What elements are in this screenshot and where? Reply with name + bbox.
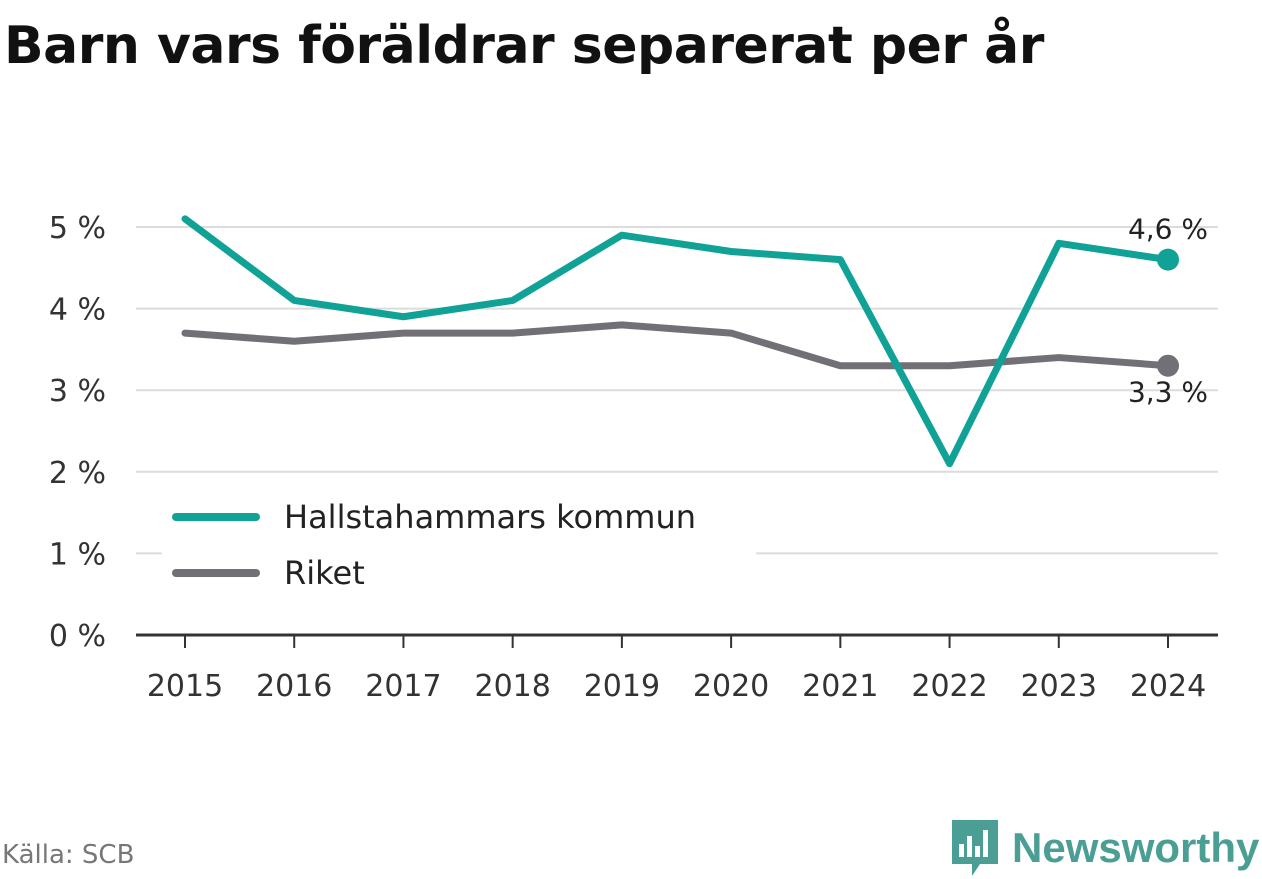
- y-tick-label: 2 %: [49, 456, 106, 491]
- end-point-marker: [1157, 354, 1179, 377]
- y-tick-label: 0 %: [49, 619, 106, 654]
- end-value-label: 4,6 %: [1128, 213, 1208, 246]
- x-tick-label: 2024: [1130, 669, 1206, 704]
- chart-title: Barn vars föräldrar separerat per år: [4, 16, 1044, 76]
- y-tick-label: 4 %: [49, 293, 106, 328]
- legend-background: [162, 488, 756, 610]
- end-value-label: 3,3 %: [1128, 376, 1208, 409]
- end-point-marker: [1157, 248, 1179, 271]
- newsworthy-logo-icon: [952, 820, 998, 876]
- legend-label: Hallstahammars kommun: [284, 498, 696, 536]
- x-tick-label: 2020: [693, 669, 769, 704]
- x-tick-label: 2019: [584, 669, 660, 704]
- series-line-riket: [181, 321, 1172, 370]
- legend-label: Riket: [284, 554, 365, 592]
- y-tick-label: 5 %: [49, 211, 106, 246]
- x-tick-label: 2021: [802, 669, 878, 704]
- brand-name: Newsworthy: [1012, 824, 1260, 871]
- x-tick-label: 2017: [365, 669, 441, 704]
- x-tick-label: 2022: [911, 669, 987, 704]
- x-tick-label: 2015: [147, 669, 223, 704]
- x-tick-label: 2018: [474, 669, 550, 704]
- y-tick-label: 3 %: [49, 374, 106, 409]
- x-tick-label: 2023: [1021, 669, 1097, 704]
- series-line-hallstahammar: [181, 215, 1172, 468]
- x-tick-label: 2016: [256, 669, 332, 704]
- source-note: Källa: SCB: [2, 840, 135, 870]
- brand-logo: Newsworthy: [950, 818, 1259, 878]
- y-tick-label: 1 %: [49, 537, 106, 572]
